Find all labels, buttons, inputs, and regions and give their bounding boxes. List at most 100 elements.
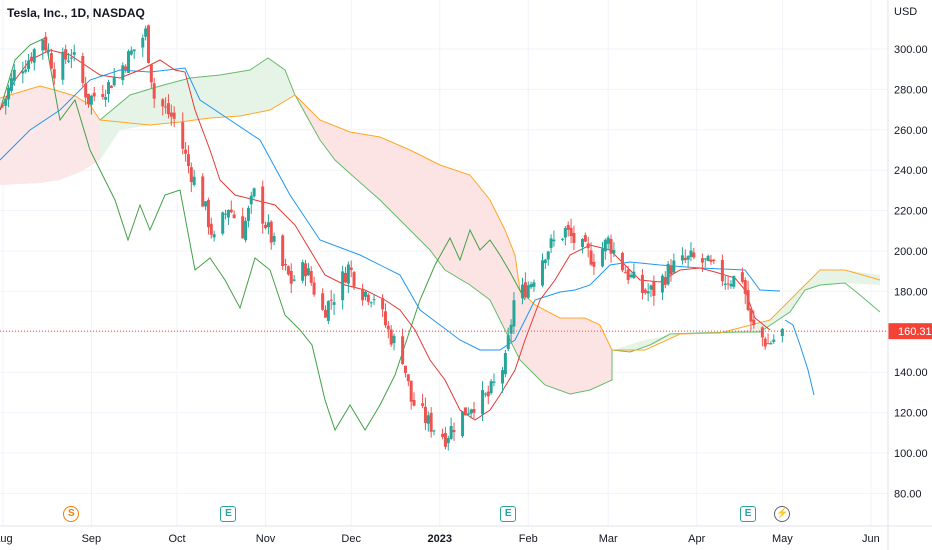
candle-up (69, 57, 73, 59)
x-tick-label: 2023 (427, 533, 451, 545)
candle-up (632, 271, 636, 279)
candle-down (304, 263, 308, 277)
candle-down (84, 83, 88, 98)
candle-up (246, 207, 250, 222)
dividend-badge[interactable]: ⚡ (774, 506, 791, 522)
candle-up (326, 301, 330, 321)
candle-up (12, 69, 16, 81)
candle-down (626, 269, 630, 281)
candle-down (312, 282, 316, 295)
candle-down (29, 56, 33, 62)
candle-down (381, 297, 385, 310)
candle-up (732, 275, 736, 287)
y-tick-label: 260.00 (894, 125, 928, 137)
candle-up (192, 176, 196, 185)
x-tick-label: May (772, 533, 793, 545)
candle-down (389, 329, 393, 345)
candle-down (329, 299, 333, 301)
candle-down (643, 289, 647, 293)
candle-up (369, 302, 373, 304)
last-price-value: 160.31 (898, 326, 932, 338)
candle-up (27, 60, 31, 70)
candle-down (423, 406, 427, 424)
candle-up (212, 234, 216, 238)
earnings-badge[interactable]: E (500, 506, 517, 522)
candle-down (692, 252, 696, 258)
candle-up (129, 50, 133, 55)
candle-down (752, 319, 756, 326)
candle-up (552, 239, 556, 242)
candle-down (206, 200, 210, 228)
candle-up (72, 52, 76, 55)
cloud-bullish-sep (100, 58, 295, 160)
candle-down (609, 239, 613, 254)
candle-down (472, 408, 476, 413)
candle-down (352, 272, 356, 287)
candle-up (24, 69, 28, 72)
candle-down (189, 167, 193, 183)
candle-down (652, 281, 656, 296)
candle-down (166, 103, 170, 115)
last-price-tag: 160.31 (888, 323, 932, 340)
candle-down (443, 433, 447, 447)
candle-down (763, 338, 767, 347)
earnings-badge[interactable]: E (740, 506, 757, 522)
candle-up (606, 237, 610, 244)
x-tick-label: Sep (82, 533, 102, 545)
candle-up (244, 220, 248, 241)
candle-down (441, 433, 445, 437)
candle-down (586, 243, 590, 249)
candle-down (52, 69, 56, 79)
earnings-badge[interactable]: E (220, 506, 237, 522)
candle-down (700, 258, 704, 263)
candle-up (426, 415, 430, 424)
x-tick-label: Nov (256, 533, 276, 545)
candle-down (269, 221, 273, 243)
ichimoku-lagging-span (0, 37, 526, 432)
candle-down (281, 235, 285, 267)
candle-down (623, 272, 627, 274)
candle-up (629, 274, 633, 278)
candle-up (7, 87, 11, 100)
candle-up (432, 430, 436, 432)
candle-up (224, 213, 228, 215)
y-tick-label: 200.00 (894, 246, 928, 258)
candle-down (181, 122, 185, 149)
ichimoku-kijun-line (0, 67, 781, 351)
candle-down (261, 186, 265, 224)
candle-down (146, 25, 150, 63)
split-badge[interactable]: S (63, 506, 80, 522)
candle-up (341, 271, 345, 301)
candle-down (589, 250, 593, 265)
candle-down (309, 270, 313, 283)
candle-down (361, 288, 365, 301)
candle-up (141, 37, 145, 48)
candle-up (469, 409, 473, 414)
candle-down (412, 400, 416, 406)
candle-up (546, 251, 550, 260)
candle-down (709, 259, 713, 262)
y-tick-label: 280.00 (894, 84, 928, 96)
candle-down (286, 266, 290, 275)
candle-up (600, 248, 604, 267)
candle-down (81, 56, 85, 83)
candle-up (543, 259, 547, 264)
candle-up (541, 260, 545, 286)
candle-down (186, 154, 190, 167)
grid (0, 0, 888, 526)
candle-up (646, 291, 650, 294)
candle-down (712, 259, 716, 261)
candle-down (766, 343, 770, 345)
candle-down (149, 64, 153, 83)
candle-down (760, 327, 764, 338)
candle-down (401, 336, 405, 365)
candle-up (780, 328, 784, 336)
candle-up (346, 264, 350, 284)
candle-down (421, 403, 425, 406)
time-axis: Aug Sep Oct Nov Dec 2023 Feb Mar Apr May Jun (0, 533, 880, 545)
candle-down (87, 93, 91, 105)
candle-up (126, 51, 130, 73)
candle-down (109, 85, 113, 89)
candle-up (723, 283, 727, 285)
